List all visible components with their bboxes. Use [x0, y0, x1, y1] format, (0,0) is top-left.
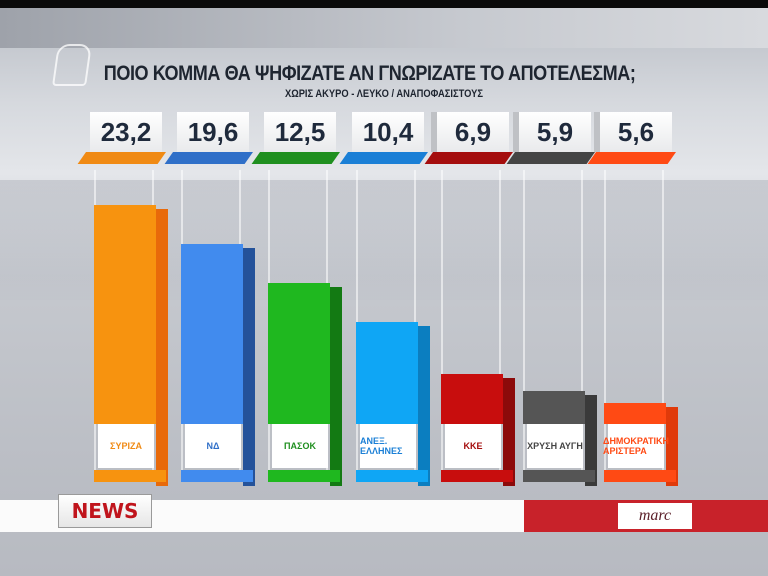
- value-label: 19,6: [177, 112, 249, 152]
- bar-side: [666, 407, 678, 486]
- chart-subtitle: ΧΩΡΙΣ ΑΚΥΡΟ - ΛΕΥΚΟ / ΑΝΑΠΟΦΑΣΙΣΤΟΥΣ: [284, 88, 484, 100]
- value-underline: [506, 152, 595, 164]
- guide-rail: [356, 170, 358, 470]
- value-underline: [251, 152, 340, 164]
- top-black-bar: [0, 0, 768, 8]
- party-logo: ΠΑΣΟΚ: [272, 424, 328, 468]
- header-band: [0, 8, 768, 48]
- value-label: 5,9: [519, 112, 591, 152]
- bar-column: 12,5 ΠΑΣΟΚ: [251, 112, 344, 488]
- value-underline: [587, 152, 676, 164]
- guide-rail: [604, 170, 606, 470]
- bar: [523, 391, 585, 424]
- bar-side: [503, 378, 515, 486]
- guide-rail: [523, 170, 525, 470]
- bar-column: 5,9 ΧΡΥΣΗ ΑΥΓΗ: [506, 112, 599, 488]
- party-logo: ΝΔ: [185, 424, 241, 468]
- value-underline: [339, 152, 428, 164]
- bar-base: [604, 470, 676, 482]
- value-label: 23,2: [90, 112, 162, 152]
- bar-base: [94, 470, 166, 482]
- guide-rail: [414, 170, 416, 470]
- party-logo: ΔΗΜΟΚΡΑΤΙΚΗ ΑΡΙΣΤΕΡΑ: [603, 424, 669, 468]
- bar-base: [523, 470, 595, 482]
- value-underline: [77, 152, 166, 164]
- bar: [604, 403, 666, 424]
- value-underline: [164, 152, 253, 164]
- guide-rail: [662, 170, 664, 470]
- pollster-logo: marc: [618, 503, 692, 529]
- bar-base: [181, 470, 253, 482]
- bar-side: [243, 248, 255, 486]
- chart-title: ΠΟΙΟ ΚΟΜΜΑ ΘΑ ΨΗΦΙΖΑΤΕ ΑΝ ΓΝΩΡΙΖΑΤΕ ΤΟ Α…: [103, 62, 636, 85]
- bar-column: 10,4 ΑΝΕΞ. ΕΛΛΗΝΕΣ: [339, 112, 432, 488]
- bar-base: [441, 470, 513, 482]
- party-logo: ΣΥΡΙΖΑ: [98, 424, 154, 468]
- bar: [268, 283, 330, 424]
- bar-base: [356, 470, 428, 482]
- bar-column: 5,6 ΔΗΜΟΚΡΑΤΙΚΗ ΑΡΙΣΤΕΡΑ: [587, 112, 680, 488]
- bar-column: 23,2 ΣΥΡΙΖΑ: [77, 112, 170, 488]
- bar-side: [156, 209, 168, 486]
- party-logo: ΧΡΥΣΗ ΑΥΓΗ: [527, 424, 583, 468]
- news-label: NEWS: [58, 494, 152, 528]
- bar-base: [268, 470, 340, 482]
- bar: [356, 322, 418, 424]
- bar: [441, 374, 503, 424]
- guide-rail: [499, 170, 501, 470]
- guide-rail: [441, 170, 443, 470]
- bar-side: [418, 326, 430, 486]
- value-label: 5,6: [600, 112, 672, 152]
- value-label: 12,5: [264, 112, 336, 152]
- bar: [94, 205, 156, 424]
- bar-side: [330, 287, 342, 486]
- bar: [181, 244, 243, 424]
- value-label: 6,9: [437, 112, 509, 152]
- bar-column: 6,9 ΚΚΕ: [424, 112, 517, 488]
- bar-column: 19,6 ΝΔ: [164, 112, 257, 488]
- guide-rail: [581, 170, 583, 470]
- party-logo: ΑΝΕΞ. ΕΛΛΗΝΕΣ: [360, 424, 416, 468]
- party-logo: ΚΚΕ: [445, 424, 501, 468]
- value-label: 10,4: [352, 112, 424, 152]
- value-underline: [424, 152, 513, 164]
- bar-side: [585, 395, 597, 486]
